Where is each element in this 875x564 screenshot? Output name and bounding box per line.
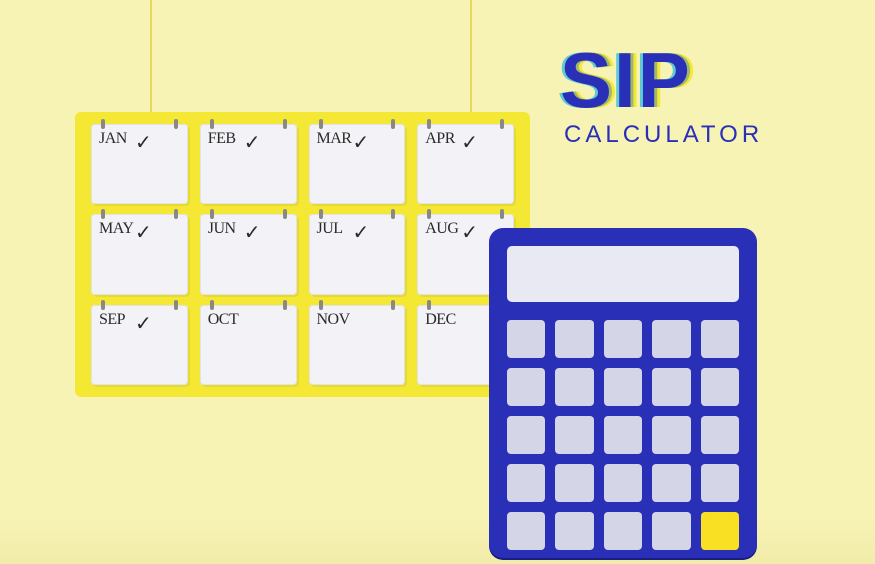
month-card-mar: mar ✓ — [309, 124, 406, 204]
check-icon: ✓ — [353, 220, 370, 245]
calculator-screen — [507, 246, 739, 302]
month-label: Jun — [208, 220, 236, 237]
check-icon: ✓ — [461, 130, 478, 155]
title-block: SIP CALCULATOR — [560, 45, 763, 149]
month-card-sep: sep ✓ — [91, 305, 188, 385]
calculator — [489, 228, 757, 558]
month-card-jul: Jul ✓ — [309, 214, 406, 294]
calc-button — [507, 464, 545, 502]
calc-button — [507, 512, 545, 550]
calendar-string-right — [470, 0, 472, 112]
calc-button — [555, 512, 593, 550]
calc-button — [604, 368, 642, 406]
check-icon: ✓ — [353, 130, 370, 155]
check-icon: ✓ — [135, 311, 152, 336]
calc-button — [652, 320, 690, 358]
check-icon: ✓ — [135, 220, 152, 245]
calc-button — [652, 464, 690, 502]
month-label: sep — [99, 311, 125, 328]
month-card-may: may ✓ — [91, 214, 188, 294]
calc-button-accent — [701, 512, 739, 550]
month-card-nov: nov — [309, 305, 406, 385]
month-label: may — [99, 220, 133, 237]
calc-button — [507, 368, 545, 406]
calc-button — [701, 368, 739, 406]
calc-button — [507, 320, 545, 358]
calc-button — [652, 416, 690, 454]
calc-button — [555, 464, 593, 502]
month-label: Jul — [317, 220, 343, 237]
title-sub: CALCULATOR — [564, 121, 763, 149]
month-label: oct — [208, 311, 239, 328]
month-card-jan: Jan ✓ — [91, 124, 188, 204]
month-card-feb: feb ✓ — [200, 124, 297, 204]
month-card-jun: Jun ✓ — [200, 214, 297, 294]
title-main: SIP — [560, 45, 763, 115]
check-icon: ✓ — [244, 130, 261, 155]
calc-button — [701, 416, 739, 454]
calc-button — [652, 368, 690, 406]
check-icon: ✓ — [244, 220, 261, 245]
calendar-frame: Jan ✓ feb ✓ mar ✓ apr ✓ may ✓ Jun ✓ Jul … — [75, 112, 530, 397]
month-label: apr — [425, 130, 455, 147]
month-card-apr: apr ✓ — [417, 124, 514, 204]
calc-button — [555, 320, 593, 358]
calculator-buttons — [507, 320, 739, 550]
calc-button — [604, 320, 642, 358]
calendar-string-left — [150, 0, 152, 112]
calc-button — [604, 464, 642, 502]
check-icon: ✓ — [135, 130, 152, 155]
calc-button — [555, 368, 593, 406]
month-label: mar — [317, 130, 352, 147]
month-label: nov — [317, 311, 350, 328]
calc-button — [701, 464, 739, 502]
month-card-oct: oct — [200, 305, 297, 385]
calc-button — [604, 416, 642, 454]
calc-button — [604, 512, 642, 550]
month-label: aug — [425, 220, 458, 237]
calc-button — [555, 416, 593, 454]
calc-button — [652, 512, 690, 550]
month-label: dec — [425, 311, 456, 328]
month-label: feb — [208, 130, 236, 147]
calc-button — [507, 416, 545, 454]
check-icon: ✓ — [461, 220, 478, 245]
calc-button — [701, 320, 739, 358]
month-label: Jan — [99, 130, 127, 147]
